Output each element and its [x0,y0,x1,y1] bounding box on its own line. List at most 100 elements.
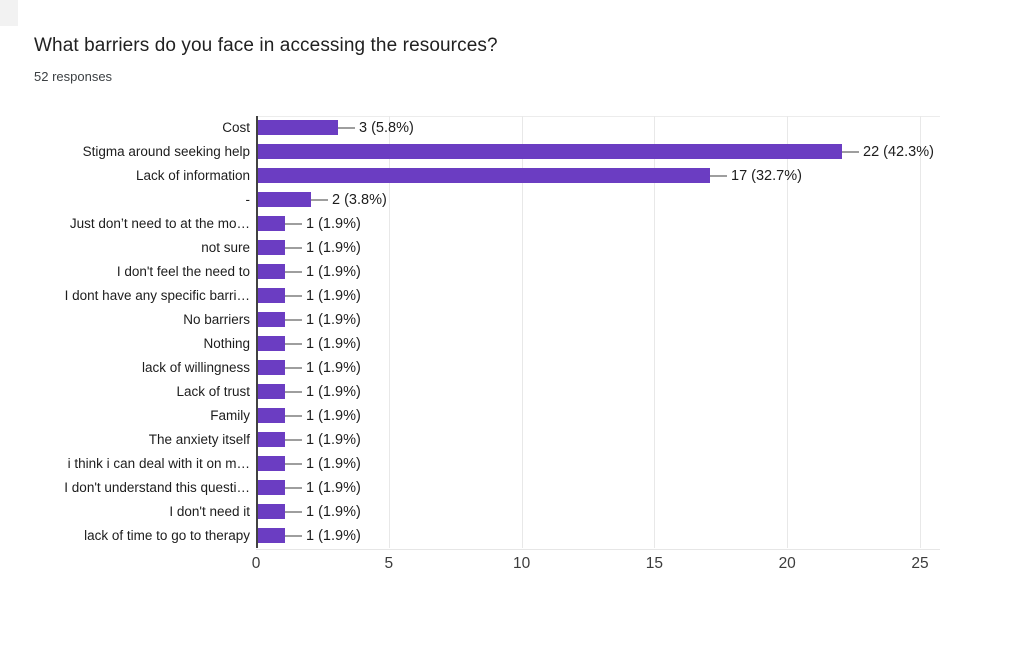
bar-row: lack of time to go to therapy 1 (1.9%) [0,524,1024,548]
x-axis-tick-label: 10 [512,555,531,572]
category-label: I don't feel the need to [116,264,250,279]
bar-row: Lack of information 17 (32.7%) [0,164,1024,188]
value-label: 1 (1.9%) [306,504,361,520]
y-axis-line [256,116,258,548]
value-label: 17 (32.7%) [731,168,802,184]
value-connector-line [285,343,302,345]
x-axis-tick-label: 20 [778,555,796,572]
bar-row: Stigma around seeking help 22 (42.3%) [0,140,1024,164]
value-connector-line [285,271,302,273]
category-label: - [245,192,251,207]
bar-row: Cost 3 (5.8%) [0,116,1024,140]
bar-row: Lack of trust 1 (1.9%) [0,380,1024,404]
category-label: I dont have any specific barri… [64,288,250,303]
category-label: Lack of trust [176,384,250,399]
bar [258,312,285,327]
bar [258,384,285,399]
chart-title: What barriers do you face in accessing t… [34,35,498,56]
bar [258,264,285,279]
value-connector-line [285,319,302,321]
category-label: Nothing [203,336,250,351]
value-label: 1 (1.9%) [306,480,361,496]
bar-row: I dont have any specific barri… 1 (1.9%) [0,284,1024,308]
bar [258,144,842,159]
category-label: I don't need it [169,504,250,519]
value-connector-line [285,511,302,513]
category-label: The anxiety itself [148,432,250,447]
bar-row: I don't feel the need to 1 (1.9%) [0,260,1024,284]
value-connector-line [311,199,328,201]
bar [258,336,285,351]
value-label: 1 (1.9%) [306,432,361,448]
bar [258,168,710,183]
bar-row: The anxiety itself 1 (1.9%) [0,428,1024,452]
value-label: 1 (1.9%) [306,336,361,352]
value-label: 1 (1.9%) [306,528,361,544]
bar [258,192,311,207]
x-axis-tick-label: 25 [911,555,929,572]
value-label: 1 (1.9%) [306,264,361,280]
value-connector-line [338,127,355,129]
bar-row: I don't understand this questi… 1 (1.9%) [0,476,1024,500]
value-label: 1 (1.9%) [306,456,361,472]
bar [258,480,285,495]
bar-row: i think i can deal with it on m… 1 (1.9%) [0,452,1024,476]
bar-row: Just don’t need to at the mo… 1 (1.9%) [0,212,1024,236]
bar [258,432,285,447]
bar-row: Family 1 (1.9%) [0,404,1024,428]
value-connector-line [285,223,302,225]
value-connector-line [285,487,302,489]
value-label: 1 (1.9%) [306,288,361,304]
bar-row: I don't need it 1 (1.9%) [0,500,1024,524]
grid-line [654,116,656,548]
value-connector-line [285,295,302,297]
category-label: Stigma around seeking help [82,144,250,159]
bar-row: Nothing 1 (1.9%) [0,332,1024,356]
bar-row: lack of willingness 1 (1.9%) [0,356,1024,380]
category-label: lack of willingness [141,360,250,375]
bar [258,408,285,423]
bar [258,288,285,303]
category-label: i think i can deal with it on m… [67,456,250,471]
value-label: 1 (1.9%) [306,408,361,424]
category-label: Just don’t need to at the mo… [69,216,250,231]
grid-line [787,116,789,548]
value-connector-line [842,151,859,153]
category-label: lack of time to go to therapy [84,528,250,543]
bar [258,216,285,231]
x-axis-tick-label: 15 [645,555,664,572]
bar [258,120,338,135]
category-label: Lack of information [135,168,250,183]
value-label: 2 (3.8%) [332,192,387,208]
value-label: 1 (1.9%) [306,240,361,256]
value-label: 1 (1.9%) [306,216,361,232]
bar [258,240,285,255]
value-connector-line [285,439,302,441]
value-connector-line [710,175,727,177]
corner-artifact [0,0,18,26]
value-label: 1 (1.9%) [306,360,361,376]
grid-line [388,116,390,548]
category-label: Cost [222,120,250,135]
bar-row: not sure 1 (1.9%) [0,236,1024,260]
bar [258,504,285,519]
value-label: 22 (42.3%) [863,144,934,160]
bar [258,528,285,543]
x-axis-tick-label: 0 [251,555,261,572]
value-connector-line [285,463,302,465]
bar [258,456,285,471]
value-label: 1 (1.9%) [306,312,361,328]
bar [258,360,285,375]
x-axis-tick-label: 5 [384,555,394,572]
grid-line [521,116,523,548]
grid-line [920,116,921,548]
value-connector-line [285,367,302,369]
value-connector-line [285,415,302,417]
category-label: No barriers [183,312,250,327]
category-label: Family [210,408,250,423]
plot-area [256,116,940,550]
category-label: I don't understand this questi… [64,480,250,495]
value-label: 3 (5.8%) [359,120,414,136]
value-connector-line [285,247,302,249]
